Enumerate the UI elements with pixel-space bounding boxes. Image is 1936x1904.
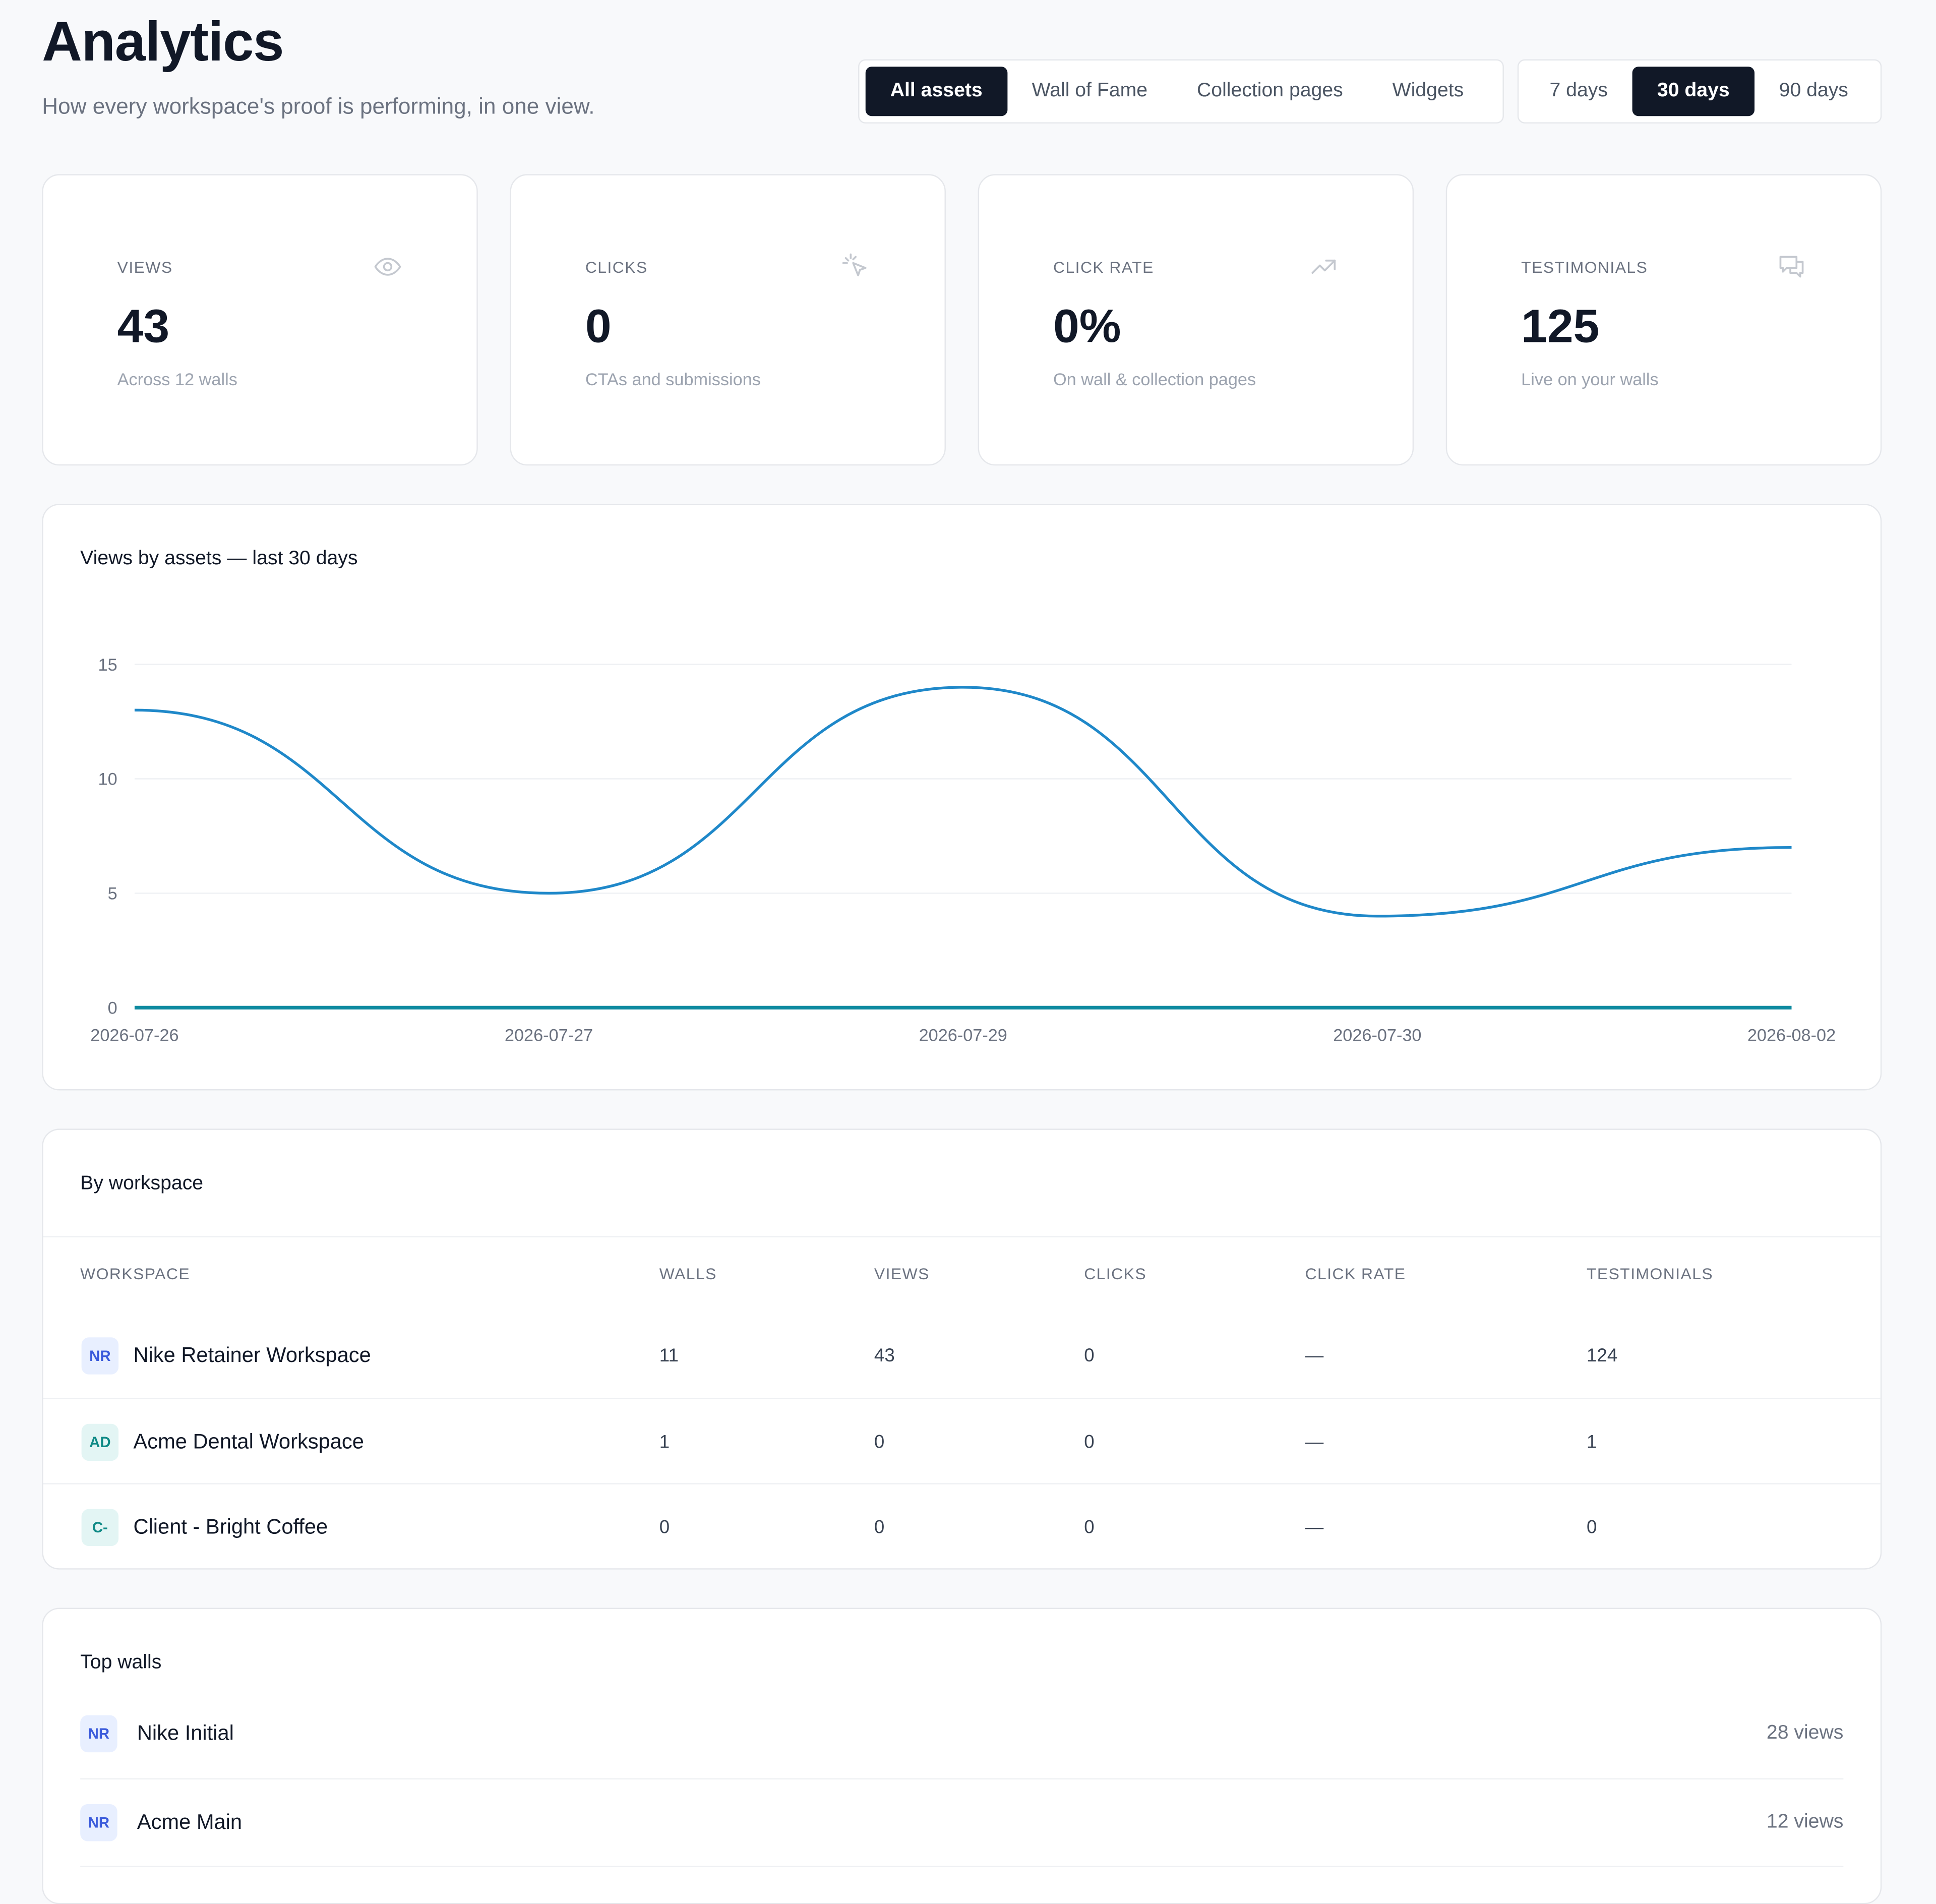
kpi-value: 0% [1053, 301, 1121, 353]
kpi-card-testimonials: TESTIMONIALS 125 Live on your walls [1445, 174, 1882, 466]
series-line [134, 686, 1792, 918]
column-header-views: VIEWS [874, 1264, 930, 1283]
kpi-value: 43 [117, 301, 170, 353]
workspace-avatar: C- [81, 1509, 119, 1546]
chat-bubbles-icon [1779, 256, 1804, 278]
click-rate-cell: — [1305, 1345, 1324, 1366]
workspace-name: Client - Bright Coffee [133, 1515, 328, 1539]
x-tick-label: 2026-08-02 [1747, 1026, 1836, 1045]
filter-widgets[interactable]: Widgets [1392, 80, 1464, 101]
row-divider [43, 1483, 1881, 1484]
y-tick-label: 0 [108, 999, 117, 1018]
kpi-card-views: VIEWS 43 Across 12 walls [42, 174, 478, 466]
views-cell: 43 [874, 1345, 895, 1366]
click-rate-cell: — [1305, 1517, 1324, 1538]
y-tick-label: 10 [98, 770, 117, 789]
views-line-chart: 0 5 10 15 2026-07-26 2026-07-27 2026-07-29 2026… [90, 656, 1836, 1045]
list-item[interactable]: NR Acme Main 12 views [80, 1779, 1843, 1866]
click-rate-cell: — [1305, 1432, 1324, 1453]
kpi-note: CTAs and submissions [585, 369, 761, 389]
kpi-note: On wall & collection pages [1053, 369, 1256, 389]
wall-name: Acme Main [137, 1810, 243, 1834]
kpi-label: CLICK RATE [1053, 258, 1154, 277]
page-subtitle: How every workspace's proof is performin… [42, 94, 595, 119]
walls-cell: 0 [659, 1517, 670, 1538]
filter-wall-of-fame[interactable]: Wall of Fame [1032, 80, 1148, 101]
testimonials-cell: 124 [1586, 1345, 1618, 1366]
kpi-note: Across 12 walls [117, 369, 237, 389]
wall-avatar: NR [80, 1804, 117, 1841]
wall-name: Nike Initial [137, 1721, 234, 1745]
row-divider [43, 1398, 1881, 1399]
workspace-section-title: By workspace [80, 1173, 204, 1195]
workspace-name: Nike Retainer Workspace [133, 1343, 371, 1367]
kpi-note: Live on your walls [1521, 369, 1659, 389]
kpi-label: VIEWS [117, 258, 173, 277]
clicks-cell: 0 [1084, 1345, 1095, 1366]
filter-all-assets[interactable]: All assets [865, 67, 1007, 116]
x-tick-label: 2026-07-29 [919, 1026, 1007, 1045]
chart-title: Views by assets — last 30 days [80, 548, 358, 569]
range-30-days[interactable]: 30 days [1632, 67, 1754, 116]
column-header-click-rate: CLICK RATE [1305, 1264, 1406, 1283]
kpi-label: TESTIMONIALS [1521, 258, 1648, 277]
table-row[interactable]: AD Acme Dental Workspace 1 0 0 — 1 [43, 1399, 1881, 1485]
table-row[interactable]: NR Nike Retainer Workspace 11 43 0 — 124 [43, 1313, 1881, 1399]
testimonials-cell: 1 [1586, 1432, 1597, 1453]
x-tick-label: 2026-07-30 [1333, 1026, 1421, 1045]
asset-filter: All assets Wall of Fame Collection pages… [858, 59, 1504, 124]
row-divider [80, 1778, 1844, 1780]
wall-views: 28 views [1766, 1722, 1844, 1744]
column-header-workspace: WORKSPACE [80, 1264, 191, 1283]
top-walls-title: Top walls [80, 1652, 162, 1674]
kpi-card-click-rate: CLICK RATE 0% On wall & collection pages [978, 174, 1414, 466]
header-divider [43, 1236, 1881, 1237]
y-tick-label: 15 [98, 656, 117, 675]
column-header-clicks: CLICKS [1084, 1264, 1147, 1283]
workspace-name: Acme Dental Workspace [133, 1430, 364, 1454]
workspace-avatar: NR [81, 1337, 119, 1375]
page-title: Analytics [42, 10, 284, 73]
row-divider [80, 1866, 1844, 1867]
kpi-card-clicks: CLICKS 0 CTAs and submissions [510, 174, 946, 466]
workspace-table-card: By workspace WORKSPACE WALLS VIEWS CLICK… [42, 1128, 1882, 1571]
clicks-cell: 0 [1084, 1517, 1095, 1538]
walls-cell: 1 [659, 1432, 670, 1453]
views-cell: 0 [874, 1432, 885, 1453]
column-header-testimonials: TESTIMONIALS [1586, 1264, 1714, 1283]
views-cell: 0 [874, 1517, 885, 1538]
views-chart-card: Views by assets — last 30 days 0 5 10 15 202… [42, 504, 1882, 1091]
top-walls-card: Top walls NR Nike Initial 28 views NR Ac… [42, 1608, 1882, 1904]
x-tick-label: 2026-07-27 [505, 1026, 593, 1045]
walls-cell: 11 [659, 1345, 679, 1366]
range-90-days[interactable]: 90 days [1779, 80, 1848, 101]
range-7-days[interactable]: 7 days [1549, 80, 1608, 101]
cursor-click-icon [842, 253, 867, 276]
kpi-label: CLICKS [585, 258, 648, 277]
workspace-avatar: AD [81, 1423, 119, 1461]
filter-collection-pages[interactable]: Collection pages [1196, 80, 1343, 101]
testimonials-cell: 0 [1586, 1517, 1597, 1538]
eye-icon [374, 258, 401, 276]
y-tick-label: 5 [108, 884, 117, 904]
kpi-value: 0 [585, 301, 612, 353]
trending-up-icon [1311, 259, 1336, 274]
wall-views: 12 views [1766, 1811, 1844, 1833]
list-item[interactable]: NR Nike Initial 28 views [80, 1691, 1843, 1777]
x-tick-label: 2026-07-26 [90, 1026, 178, 1045]
kpi-value: 125 [1521, 301, 1600, 353]
table-row[interactable]: C- Client - Bright Coffee 0 0 0 — 0 [43, 1484, 1881, 1571]
column-header-walls: WALLS [659, 1264, 717, 1283]
clicks-cell: 0 [1084, 1432, 1095, 1453]
range-filter: 7 days 30 days 90 days [1517, 59, 1882, 124]
wall-avatar: NR [80, 1715, 117, 1753]
